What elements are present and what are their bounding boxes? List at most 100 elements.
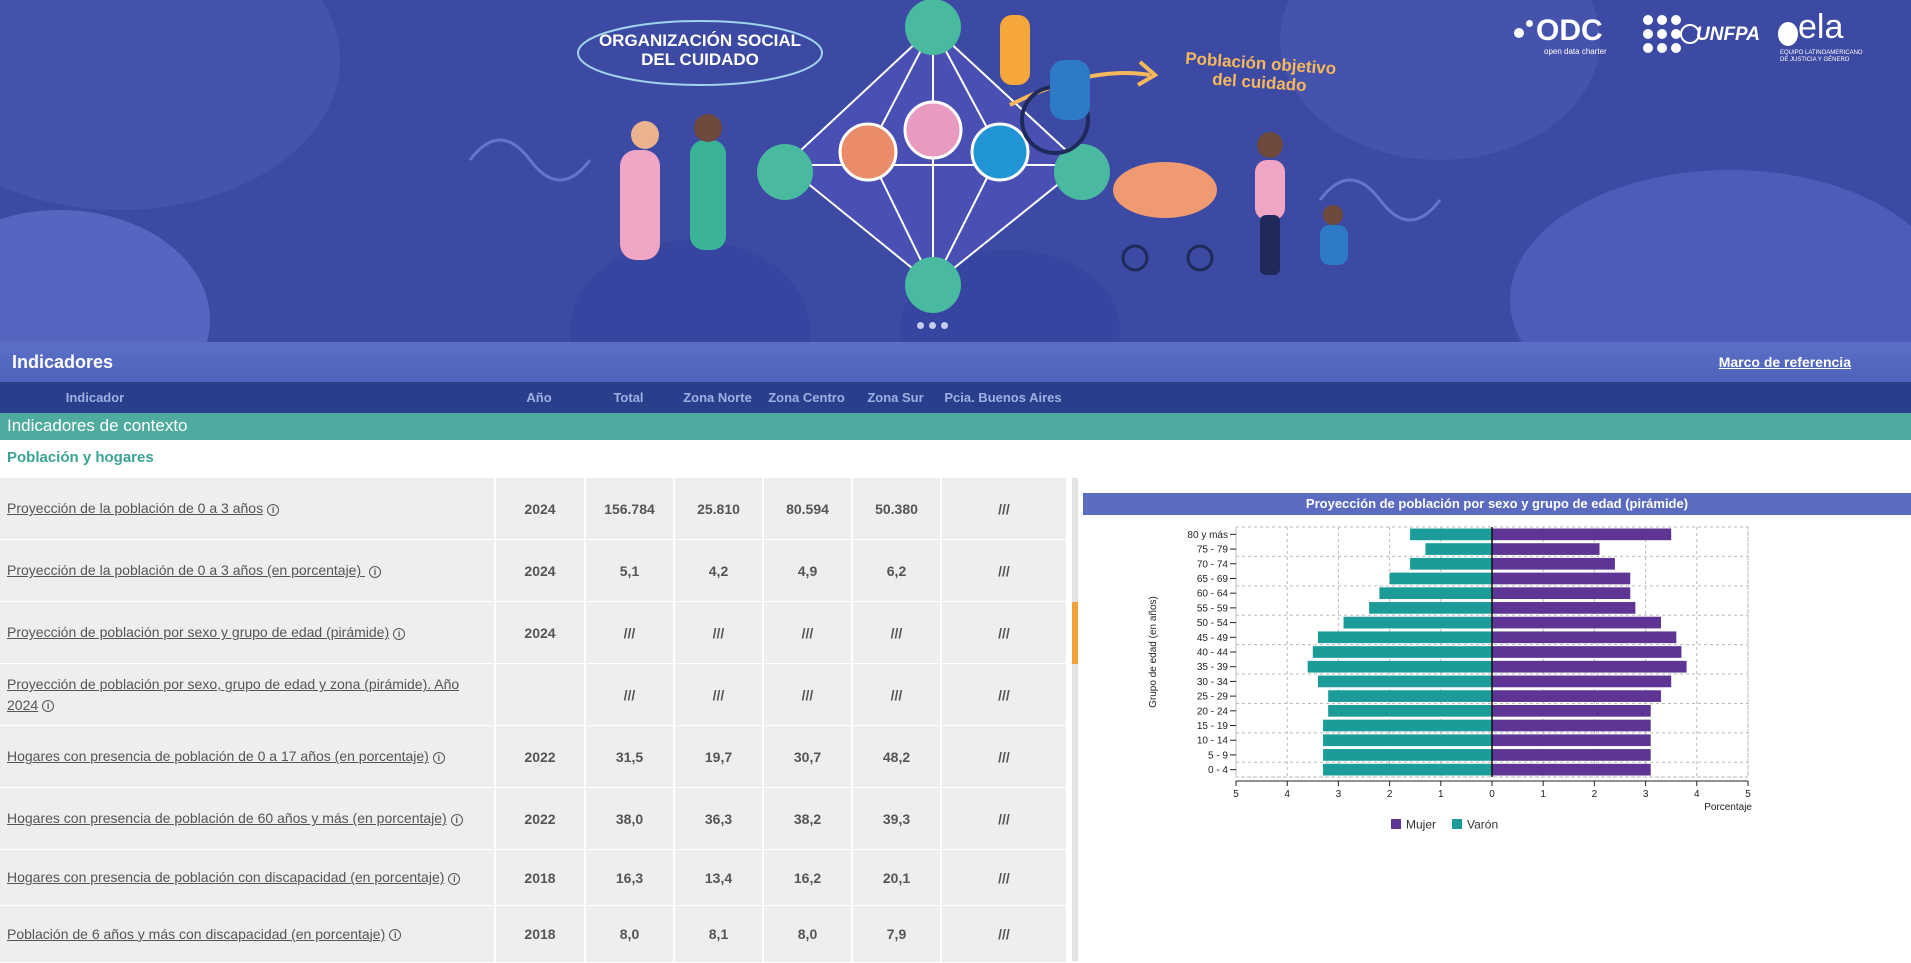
bar-mujer (1492, 587, 1631, 600)
carousel-dot-2[interactable] (929, 322, 936, 329)
carousel-dot-3[interactable] (941, 322, 948, 329)
odc-logo-subtitle: open data charter (1544, 47, 1607, 56)
indicator-link[interactable]: Proyección de la población de 0 a 3 años… (7, 562, 366, 579)
table-row[interactable]: Población de 6 años y más con discapacid… (0, 906, 1066, 963)
info-icon[interactable]: i (450, 813, 463, 826)
hero-banner: ORGANIZACIÓN SOCIAL DEL CUIDADO Població… (0, 0, 1911, 342)
column-header-zona-sur: Zona Sur (867, 390, 924, 405)
zona-norte-cell: 8,1 (673, 906, 762, 962)
section-title: Indicadores de contexto (7, 416, 188, 435)
column-header-zona-centro: Zona Centro (768, 390, 845, 405)
table-row[interactable]: Proyección de la población de 0 a 3 años… (0, 540, 1066, 602)
odc-logo-dots (1514, 28, 1524, 38)
indicator-link[interactable]: Proyección de población por sexo, grupo … (7, 676, 460, 713)
odc-logo[interactable]: ODC open data charter (1512, 14, 1622, 58)
zona-centro-cell: 38,2 (762, 788, 851, 849)
total-cell: 31,5 (584, 726, 673, 787)
y-tick-label: 35 - 39 (1197, 662, 1229, 673)
pcia-buenos-aires-cell: /// (940, 664, 1066, 725)
indicator-link[interactable]: Población de 6 años y más con discapacid… (7, 925, 386, 942)
indicator-cell: Hogares con presencia de población de 0 … (0, 726, 494, 787)
bar-varon (1425, 543, 1492, 555)
bar-varon (1410, 528, 1492, 541)
total-cell: 5,1 (584, 540, 673, 601)
x-axis-title: Porcentaje (1704, 802, 1752, 813)
bar-mujer (1492, 602, 1636, 614)
y-tick-label: 50 - 54 (1197, 618, 1229, 629)
info-icon[interactable]: i (432, 751, 445, 764)
year-cell: 2024 (494, 478, 584, 539)
indicator-link[interactable]: Hogares con presencia de población de 60… (7, 810, 447, 827)
legend-label-varon: Varón (1467, 818, 1498, 832)
indicator-link[interactable]: Hogares con presencia de población de 0 … (7, 748, 429, 765)
zona-norte-cell: /// (673, 602, 762, 663)
bar-varon (1307, 660, 1492, 673)
y-tick-label: 10 - 14 (1197, 736, 1229, 747)
unfpa-logo-text: UNFPA (1696, 24, 1761, 45)
table-row[interactable]: Proyección de población por sexo y grupo… (0, 602, 1066, 664)
info-icon[interactable]: i (267, 503, 280, 516)
y-tick-label: 30 - 34 (1197, 677, 1229, 688)
legend-swatch-mujer (1391, 819, 1401, 829)
zona-sur-cell: 50.380 (851, 478, 940, 539)
bar-mujer (1492, 616, 1661, 629)
info-icon[interactable]: i (389, 929, 402, 942)
bar-varon (1312, 646, 1492, 658)
carousel-indicator[interactable] (917, 322, 948, 329)
zona-centro-cell: 80.594 (762, 478, 851, 539)
section-header[interactable]: Indicadores de contexto (0, 413, 1911, 440)
bar-varon (1343, 616, 1492, 629)
table-row[interactable]: Hogares con presencia de población de 0 … (0, 726, 1066, 788)
org-title-line1: ORGANIZACIÓN SOCIAL (598, 31, 802, 50)
total-cell: /// (584, 602, 673, 663)
column-header-pcia-buenos-aires: Pcia. Buenos Aires (944, 390, 1062, 405)
bar-varon (1317, 675, 1492, 688)
total-cell: 38,0 (584, 788, 673, 849)
un-emblem-icon (1680, 24, 1700, 44)
x-tick-label: 2 (1592, 789, 1598, 800)
indicator-link[interactable]: Proyección de la población de 0 a 3 años (7, 500, 264, 517)
y-tick-label: 45 - 49 (1197, 633, 1229, 644)
bar-mujer (1492, 557, 1615, 570)
zona-centro-cell: /// (762, 602, 851, 663)
zona-norte-cell: /// (673, 664, 762, 725)
info-icon[interactable]: i (393, 627, 406, 640)
legend-label-mujer: Mujer (1406, 818, 1436, 832)
x-tick-label: 3 (1336, 789, 1342, 800)
year-cell: 2022 (494, 788, 584, 849)
reference-framework-link[interactable]: Marco de referencia (1718, 354, 1851, 370)
ela-logo-subtitle-2: DE JUSTICIA Y GÉNERO (1780, 57, 1850, 63)
org-title-line2: DEL CUIDADO (641, 49, 759, 69)
table-row[interactable]: Hogares con presencia de población de 60… (0, 788, 1066, 850)
zona-centro-cell: 8,0 (762, 906, 851, 962)
zona-norte-cell: 4,2 (673, 540, 762, 601)
info-icon[interactable]: i (42, 699, 55, 712)
table-row[interactable]: Proyección de población por sexo, grupo … (0, 664, 1066, 726)
carousel-dot-1[interactable] (917, 322, 924, 329)
panel-splitter[interactable] (1072, 478, 1078, 961)
zona-norte-cell: 19,7 (673, 726, 762, 787)
ela-logo[interactable]: ela EQUIPO LATINOAMERICANO DE JUSTICIA Y… (1776, 8, 1876, 64)
bar-varon (1379, 587, 1492, 600)
x-tick-label: 1 (1438, 789, 1444, 800)
table-row[interactable]: Hogares con presencia de población con d… (0, 850, 1066, 906)
bar-varon (1328, 704, 1492, 717)
info-icon[interactable]: i (369, 565, 382, 578)
indicator-cell: Proyección de población por sexo y grupo… (0, 602, 494, 663)
y-tick-label: 0 - 4 (1208, 765, 1228, 776)
odc-logo-text: ODC (1536, 14, 1603, 47)
unfpa-logo[interactable]: UNFPA (1640, 12, 1760, 60)
indicator-link[interactable]: Proyección de población por sexo y grupo… (7, 624, 390, 641)
pcia-buenos-aires-cell: /// (940, 726, 1066, 787)
bar-mujer (1492, 734, 1651, 747)
indicator-cell: Hogares con presencia de población de 60… (0, 788, 494, 849)
organizacion-social-title: ORGANIZACIÓN SOCIAL DEL CUIDADO (580, 31, 820, 69)
indicator-link[interactable]: Hogares con presencia de población con d… (7, 869, 445, 886)
table-row[interactable]: Proyección de la población de 0 a 3 años… (0, 478, 1066, 540)
column-header-zona-norte: Zona Norte (683, 390, 752, 405)
info-icon[interactable]: i (448, 872, 461, 885)
bar-mujer (1492, 543, 1600, 555)
x-tick-label: 0 (1489, 789, 1495, 800)
year-cell: 2018 (494, 906, 584, 962)
